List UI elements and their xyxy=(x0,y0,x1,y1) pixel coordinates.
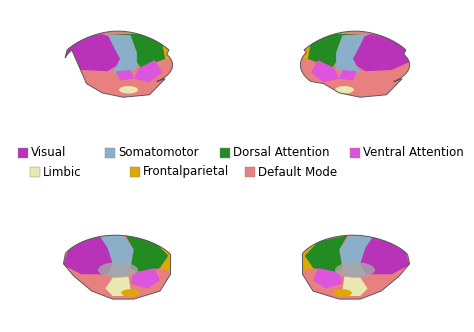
Bar xyxy=(220,148,230,158)
Polygon shape xyxy=(311,60,339,82)
Polygon shape xyxy=(99,235,134,276)
Polygon shape xyxy=(125,235,168,273)
Text: Limbic: Limbic xyxy=(43,165,82,179)
Bar xyxy=(245,167,255,177)
Polygon shape xyxy=(155,241,171,271)
PathPatch shape xyxy=(65,31,173,97)
PathPatch shape xyxy=(301,31,410,97)
Polygon shape xyxy=(308,34,364,68)
Ellipse shape xyxy=(119,86,138,94)
Polygon shape xyxy=(134,60,162,82)
Polygon shape xyxy=(339,235,374,276)
Polygon shape xyxy=(313,268,342,289)
Polygon shape xyxy=(346,34,410,71)
Ellipse shape xyxy=(333,289,352,296)
Bar xyxy=(350,148,360,158)
Polygon shape xyxy=(301,34,332,59)
Text: Visual: Visual xyxy=(31,146,66,159)
Polygon shape xyxy=(141,34,173,59)
Text: Dorsal Attention: Dorsal Attention xyxy=(233,146,329,159)
Polygon shape xyxy=(65,31,173,97)
Polygon shape xyxy=(334,34,365,76)
Polygon shape xyxy=(105,276,131,296)
Ellipse shape xyxy=(335,86,354,94)
Text: Somatomotor: Somatomotor xyxy=(118,146,199,159)
Bar xyxy=(105,148,115,158)
Bar xyxy=(30,167,40,177)
Bar xyxy=(130,167,140,177)
Polygon shape xyxy=(64,235,171,299)
Polygon shape xyxy=(305,235,347,273)
PathPatch shape xyxy=(302,235,410,299)
Polygon shape xyxy=(109,34,165,68)
Text: Default Mode: Default Mode xyxy=(258,165,337,179)
Polygon shape xyxy=(302,241,318,271)
Polygon shape xyxy=(350,235,410,274)
Polygon shape xyxy=(342,276,368,296)
Polygon shape xyxy=(108,34,139,76)
Polygon shape xyxy=(131,268,160,289)
Polygon shape xyxy=(64,34,127,71)
Polygon shape xyxy=(302,235,410,299)
Text: Ventral Attention: Ventral Attention xyxy=(363,146,464,159)
Polygon shape xyxy=(339,70,357,80)
Ellipse shape xyxy=(121,289,140,296)
Polygon shape xyxy=(64,235,123,274)
Bar xyxy=(18,148,28,158)
Ellipse shape xyxy=(98,262,138,278)
Ellipse shape xyxy=(335,262,375,278)
Polygon shape xyxy=(116,70,134,80)
PathPatch shape xyxy=(64,235,171,299)
Text: Frontalparietal: Frontalparietal xyxy=(143,165,229,179)
Polygon shape xyxy=(301,31,410,97)
